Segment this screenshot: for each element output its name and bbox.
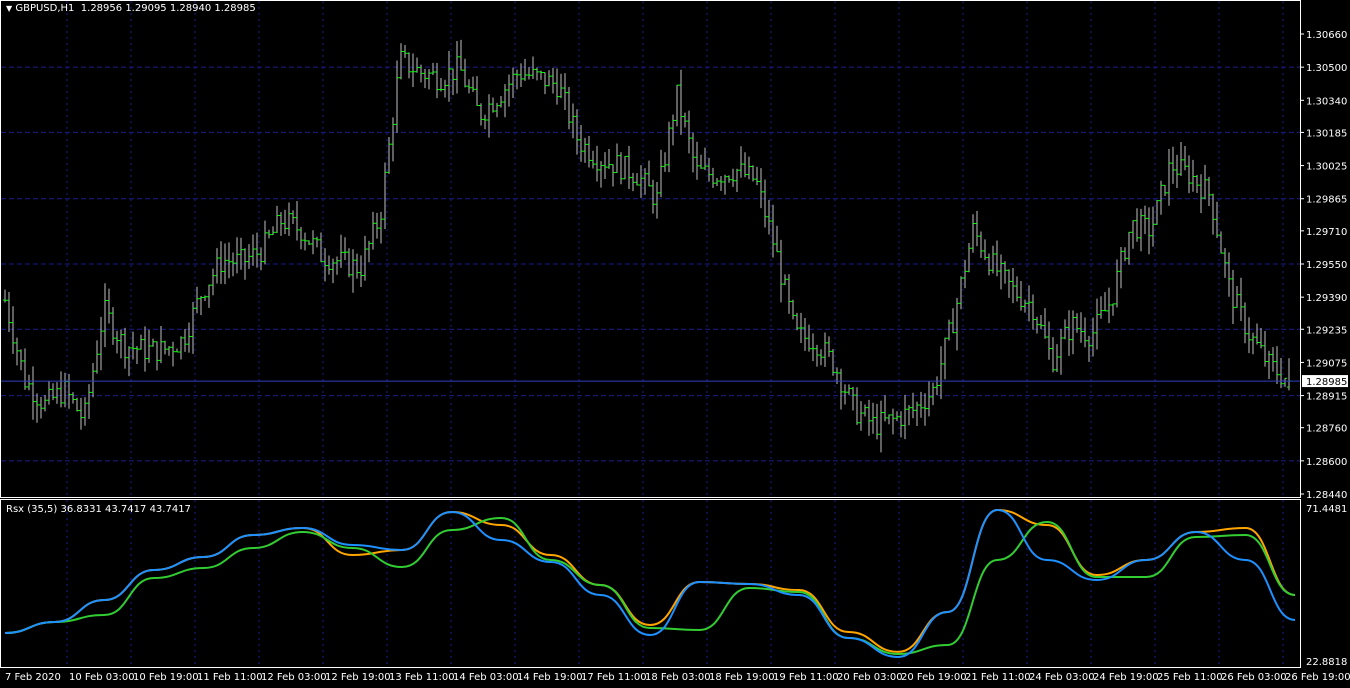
x-tick-label: 26 Feb 19:00 <box>1285 672 1350 683</box>
indicator-y-tick-label: 71.4481 <box>1306 504 1347 515</box>
y-tick-label: 1.29865 <box>1306 195 1347 206</box>
y-tick-label: 1.29075 <box>1306 358 1347 369</box>
x-tick-label: 12 Feb 03:00 <box>261 672 327 683</box>
x-tick-label: 21 Feb 11:00 <box>965 672 1031 683</box>
x-tick-label: 13 Feb 11:00 <box>389 672 455 683</box>
current-price-label: 1.28985 <box>1306 377 1347 388</box>
x-tick-label: 20 Feb 03:00 <box>837 672 903 683</box>
x-tick-label: 11 Feb 11:00 <box>197 672 263 683</box>
y-tick-label: 1.28600 <box>1306 457 1347 468</box>
rsx-line-2 <box>4 509 1296 658</box>
y-tick-label: 1.30660 <box>1306 30 1347 41</box>
rsx-line-0 <box>4 509 1296 653</box>
x-tick-label: 14 Feb 03:00 <box>453 672 519 683</box>
y-tick-label: 1.28760 <box>1306 424 1347 435</box>
indicator-y-tick-label: 22.8818 <box>1306 657 1347 668</box>
y-tick-label: 1.29550 <box>1306 260 1347 271</box>
y-tick-label: 1.30340 <box>1306 96 1347 107</box>
x-tick-label: 12 Feb 19:00 <box>325 672 391 683</box>
y-tick-label: 1.28915 <box>1306 392 1347 403</box>
y-tick-label: 1.29235 <box>1306 325 1347 336</box>
triangle-down-icon[interactable]: ▼ <box>6 4 13 13</box>
x-tick-label: 18 Feb 03:00 <box>645 672 711 683</box>
y-tick-label: 1.29390 <box>1306 293 1347 304</box>
x-tick-label: 25 Feb 11:00 <box>1157 672 1223 683</box>
x-tick-label: 20 Feb 19:00 <box>901 672 967 683</box>
x-tick-label: 10 Feb 03:00 <box>69 672 135 683</box>
y-tick-label: 1.30025 <box>1306 162 1347 173</box>
x-tick-label: 17 Feb 11:00 <box>581 672 647 683</box>
x-tick-label: 14 Feb 19:00 <box>517 672 583 683</box>
indicator-label: Rsx (35,5) 36.8331 43.7417 43.7417 <box>6 504 191 515</box>
main-pane-frame <box>0 0 1301 498</box>
current-price-badge <box>1302 375 1348 388</box>
x-tick-label: 10 Feb 19:00 <box>133 672 199 683</box>
ohlc-readout: 1.28956 1.29095 1.28940 1.28985 <box>80 3 256 14</box>
x-tick-label: 18 Feb 19:00 <box>709 672 775 683</box>
x-tick-label: 19 Feb 11:00 <box>773 672 839 683</box>
x-tick-label: 7 Feb 2020 <box>5 672 61 683</box>
x-tick-label: 24 Feb 19:00 <box>1093 672 1159 683</box>
y-tick-label: 1.29710 <box>1306 227 1347 238</box>
symbol-label: GBPUSD,H1 <box>15 3 75 14</box>
x-tick-label: 26 Feb 03:00 <box>1221 672 1287 683</box>
chart-title: ▼ GBPUSD,H1 1.28956 1.29095 1.28940 1.28… <box>6 3 256 14</box>
y-tick-label: 1.28440 <box>1306 490 1347 501</box>
y-tick-label: 1.30185 <box>1306 128 1347 139</box>
indicator-pane-frame <box>0 499 1301 668</box>
x-tick-label: 24 Feb 03:00 <box>1029 672 1095 683</box>
rsx-line-1 <box>4 516 1296 655</box>
y-tick-label: 1.30500 <box>1306 63 1347 74</box>
